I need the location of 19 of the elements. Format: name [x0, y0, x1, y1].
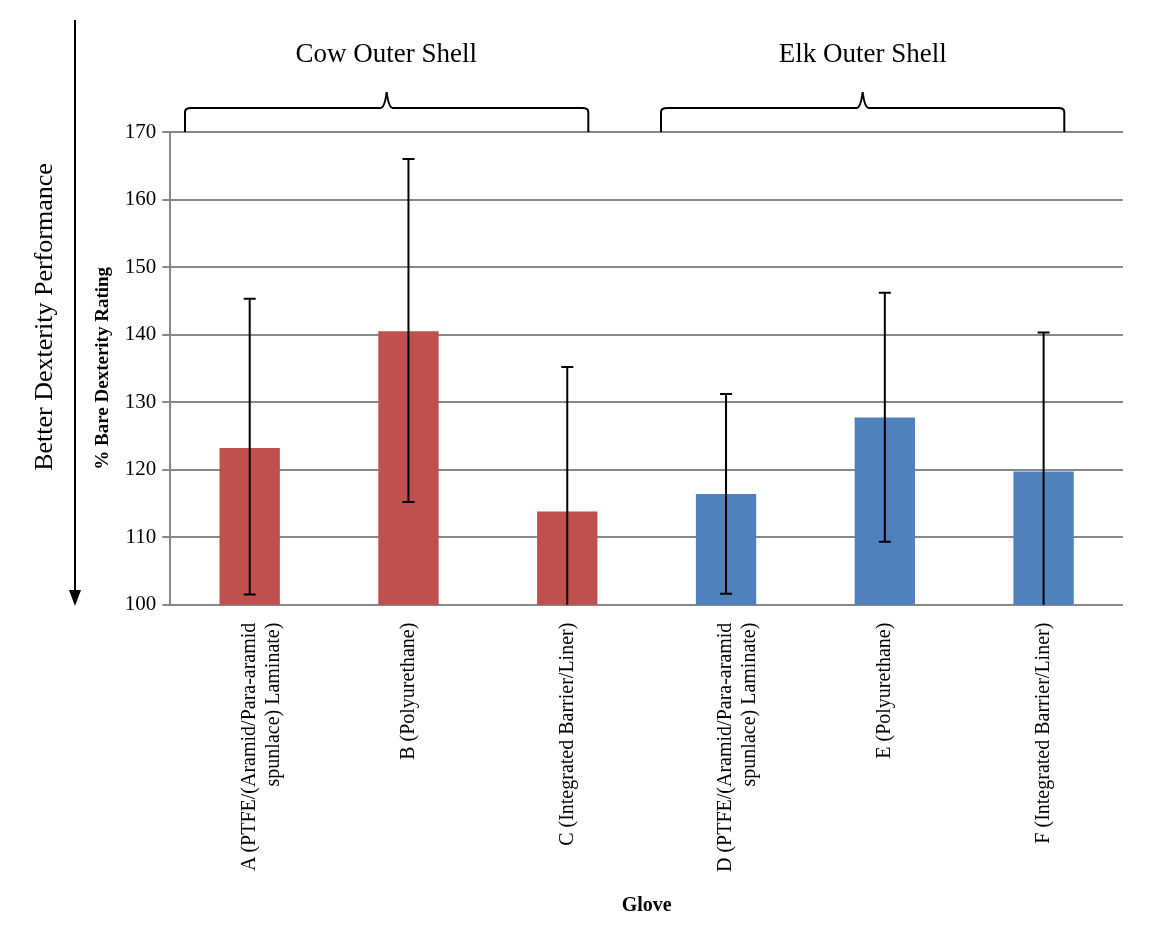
- x-tick-label: F (Integrated Barrier/Liner): [1030, 622, 1054, 844]
- y-axis-title: % Bare Dexterity Rating: [91, 266, 113, 470]
- y-tick-label: 100: [124, 591, 157, 616]
- y-tick-label: 150: [124, 253, 157, 278]
- y-tick-label: 120: [124, 456, 157, 481]
- x-tick-label: E (Polyurethane): [872, 622, 896, 759]
- text: Cow Outer Shell: [294, 38, 479, 69]
- x-tick-label: B (Polyurethane): [395, 622, 419, 760]
- y-tick-label: 130: [124, 388, 157, 413]
- y-tick-label: 110: [125, 523, 157, 548]
- y-tick-label: 170: [124, 118, 157, 143]
- y-tick-label: 160: [124, 186, 157, 211]
- text: Better Dexterity Performance: [29, 162, 59, 473]
- x-tick-label: A (PTFE/(Aramid/Para-aramid spunlace) Laminate): [236, 622, 284, 871]
- x-tick-label: C (Integrated Barrier/Liner): [554, 622, 578, 846]
- y-tick-label: 140: [124, 321, 157, 346]
- text: Elk Outer Shell: [777, 38, 948, 69]
- x-tick-label: D (PTFE/(Aramid/Para-aramid spunlace) Laminate): [713, 622, 761, 872]
- x-axis-title: Glove: [621, 893, 672, 916]
